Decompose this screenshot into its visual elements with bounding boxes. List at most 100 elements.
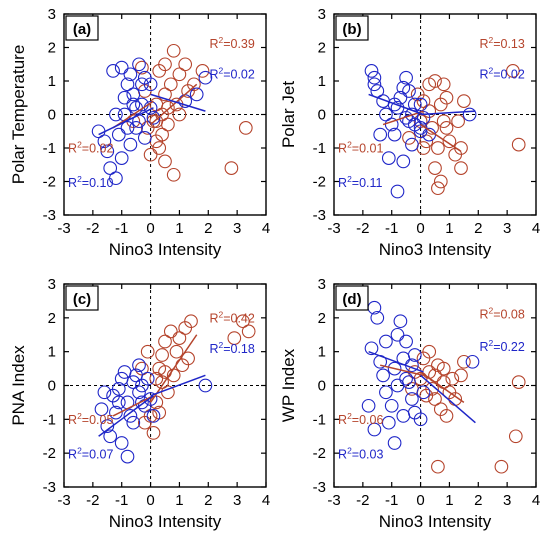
warm-point bbox=[457, 354, 471, 369]
warm-point bbox=[436, 114, 451, 129]
cool-point bbox=[367, 70, 382, 85]
cool-point bbox=[140, 371, 155, 386]
x-tick-label: 4 bbox=[532, 220, 540, 237]
cool-point bbox=[413, 97, 428, 112]
cool-point bbox=[198, 70, 213, 85]
cool-point bbox=[402, 84, 416, 98]
cool-point bbox=[384, 398, 399, 413]
cool-point bbox=[114, 436, 129, 450]
x-tick-label: 3 bbox=[233, 492, 241, 509]
x-tick-label: 2 bbox=[474, 220, 482, 237]
warm-fit-upper-line bbox=[150, 83, 198, 126]
warm-point bbox=[511, 137, 526, 152]
warm-point bbox=[149, 371, 164, 386]
cool-point bbox=[465, 354, 480, 369]
cool-point bbox=[111, 127, 126, 142]
cool-point bbox=[373, 127, 388, 142]
y-tick-label: 2 bbox=[48, 310, 56, 327]
cool-point bbox=[109, 405, 123, 420]
panel-tag: (b) bbox=[342, 21, 361, 38]
y-axis-title: Polar Jet bbox=[279, 81, 298, 148]
x-tick-label: 1 bbox=[175, 220, 183, 237]
panel-a: -3 -2 -1 0 1 2 3 4 -3 -2 -1 0 1 2 3 Nino3 Intensity Pola… bbox=[9, 6, 270, 259]
warm-point bbox=[163, 324, 178, 339]
warm-point bbox=[140, 121, 155, 135]
cool-point bbox=[370, 310, 385, 325]
x-tick-label: 3 bbox=[503, 220, 511, 237]
warm-point bbox=[439, 90, 454, 105]
warm-point bbox=[152, 141, 167, 155]
warm-point bbox=[184, 314, 198, 329]
cool-point bbox=[399, 371, 413, 386]
r2-cool-upper-label: R2=0.02 bbox=[479, 65, 524, 81]
warm-point bbox=[227, 331, 242, 345]
x-tick-label: 0 bbox=[416, 220, 424, 237]
cool-point bbox=[379, 385, 393, 400]
cool-point bbox=[103, 161, 118, 175]
warm-point bbox=[241, 324, 256, 339]
warm-point bbox=[158, 154, 172, 169]
x-axis-title: Nino3 Intensity bbox=[379, 512, 492, 531]
x-tick-label: -2 bbox=[86, 220, 99, 237]
y-tick-label: -2 bbox=[43, 174, 56, 191]
r2-cool-lower-label: R2=0.11 bbox=[338, 174, 383, 190]
warm-point bbox=[445, 371, 460, 386]
cool-point bbox=[129, 121, 143, 135]
y-tick-label: -1 bbox=[313, 411, 326, 428]
warm-point bbox=[439, 409, 454, 423]
cool-point bbox=[117, 365, 132, 379]
x-tick-label: 4 bbox=[532, 492, 540, 509]
cool-point bbox=[123, 67, 138, 82]
x-tick-label: -3 bbox=[57, 492, 70, 509]
r2-cool-upper-label: R2=0.02 bbox=[209, 65, 254, 81]
warm-point bbox=[428, 392, 442, 406]
x-axis-title: Nino3 Intensity bbox=[379, 240, 492, 259]
cool-point bbox=[367, 77, 382, 92]
warm-fit-lower-line bbox=[112, 394, 154, 417]
cool-point bbox=[132, 358, 146, 373]
x-tick-label: -1 bbox=[115, 492, 128, 509]
warm-point bbox=[236, 314, 250, 329]
warm-point bbox=[140, 344, 155, 359]
cool-point bbox=[146, 110, 161, 125]
warm-point bbox=[135, 60, 149, 75]
r2-warm-lower-label: R2=0.06 bbox=[338, 411, 383, 427]
x-tick-label: 0 bbox=[416, 492, 424, 509]
cool-point bbox=[126, 415, 141, 430]
cool-point bbox=[364, 64, 379, 78]
cool-point bbox=[123, 409, 138, 423]
x-tick-label: -2 bbox=[86, 492, 99, 509]
cool-point bbox=[146, 409, 161, 423]
cool-point bbox=[189, 87, 204, 102]
cool-point bbox=[132, 57, 146, 72]
cool-point bbox=[402, 375, 416, 389]
cool-point bbox=[109, 107, 123, 122]
cool-point bbox=[198, 378, 213, 393]
panel-tag: (c) bbox=[73, 291, 91, 308]
cool-point bbox=[114, 60, 129, 75]
cool-point bbox=[103, 429, 118, 444]
cool-point bbox=[137, 131, 152, 145]
cool-fit-upper-line bbox=[150, 374, 206, 397]
cool-point bbox=[97, 385, 112, 400]
r2-warm-lower-label: R2=0.05 bbox=[68, 411, 113, 427]
y-tick-label: 3 bbox=[318, 276, 326, 293]
cool-point bbox=[126, 375, 141, 389]
cool-point bbox=[114, 151, 129, 165]
cool-point bbox=[387, 436, 402, 450]
x-tick-label: 0 bbox=[146, 492, 154, 509]
r2-warm-upper-label: R2=0.42 bbox=[209, 310, 254, 326]
cool-point bbox=[390, 378, 405, 393]
warm-point bbox=[149, 114, 164, 129]
cool-point bbox=[399, 334, 413, 349]
warm-fit-lower-line bbox=[382, 110, 424, 126]
x-tick-label: 2 bbox=[204, 220, 212, 237]
y-tick-label: -1 bbox=[43, 140, 56, 157]
r2-warm-lower-label: R2=0.02 bbox=[68, 140, 113, 156]
cool-point bbox=[381, 415, 396, 430]
warm-fit-upper-line bbox=[149, 334, 198, 403]
cool-point bbox=[132, 385, 146, 400]
warm-point bbox=[224, 161, 239, 175]
warm-point bbox=[195, 64, 210, 78]
y-tick-label: 3 bbox=[318, 6, 326, 23]
